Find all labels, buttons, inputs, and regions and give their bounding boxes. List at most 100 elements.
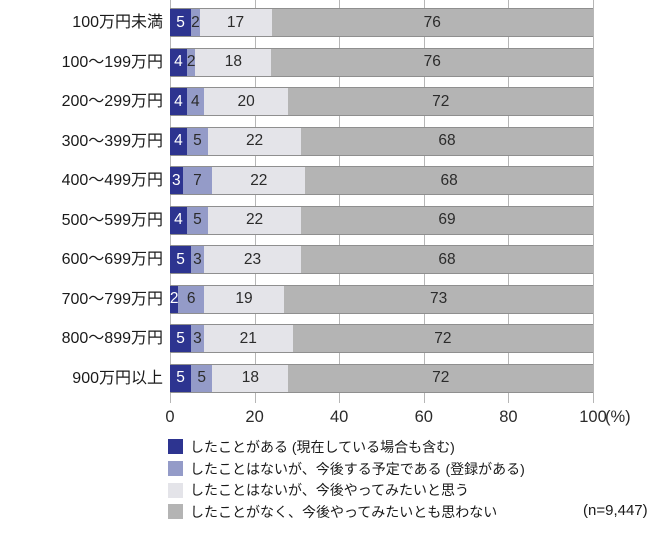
- bar-segment: 72: [288, 364, 593, 392]
- bar-segment: 5: [170, 246, 192, 273]
- gridline: [593, 0, 594, 403]
- legend-item: したことがなく、今後やってみたいとも思わない: [168, 501, 525, 523]
- bar-segment: 19: [203, 285, 285, 313]
- axis-tick-label: 60: [414, 408, 433, 426]
- bar-value-label: 69: [438, 211, 456, 228]
- bar-segment: 4: [170, 88, 187, 115]
- bar-segment: 76: [271, 48, 593, 76]
- stacked-bar: 4 5 22 69: [170, 205, 593, 235]
- gridline: [339, 0, 341, 403]
- category-label: 300～399万円: [61, 132, 163, 150]
- bar-segment: 3: [170, 167, 183, 194]
- category-label: 600～699万円: [61, 251, 163, 268]
- bar-segment: 69: [301, 206, 593, 234]
- bar-value-label: 18: [241, 369, 259, 386]
- category-label: 800～899万円: [61, 330, 163, 347]
- bar-value-label: 18: [224, 53, 243, 70]
- bar-segment: 5: [170, 9, 192, 36]
- bar-value-label: 4: [174, 211, 183, 228]
- x-axis-unit-label: (%): [605, 408, 631, 426]
- bar-value-label: 72: [432, 92, 450, 110]
- bar-segment: 76: [271, 9, 593, 36]
- bar-value-label: 68: [440, 171, 458, 189]
- bar-value-label: 3: [172, 171, 181, 189]
- category-label: 900万円以上: [72, 369, 163, 387]
- legend-item: したことがある (現在している場合も含む): [168, 436, 525, 458]
- bar-value-label: 4: [174, 92, 183, 110]
- bar-segment: 17: [199, 9, 272, 36]
- bar-segment: 23: [203, 246, 302, 273]
- stacked-bar: 4 4 20 72: [170, 87, 593, 116]
- bar-value-label: 2: [186, 53, 196, 70]
- bar-segment: 73: [284, 285, 593, 313]
- bar-segment: 2: [186, 48, 196, 76]
- bar-segment: 4: [170, 206, 187, 234]
- bar-value-label: 76: [423, 53, 441, 70]
- gridline: [423, 0, 425, 403]
- bar-segment: 22: [208, 127, 302, 155]
- stacked-bar: 5 2 17 76: [170, 8, 593, 37]
- legend-swatch: [168, 482, 183, 498]
- bar-segment: 18: [212, 364, 289, 392]
- bar-value-label: 5: [197, 369, 207, 386]
- bar-segment: 18: [195, 48, 272, 76]
- legend-label: したことがなく、今後やってみたいとも思わない: [190, 503, 498, 520]
- bar-value-label: 5: [176, 250, 185, 268]
- category-label: 500～599万円: [61, 211, 163, 229]
- axis-tick-label: 40: [330, 408, 349, 426]
- bar-segment: 21: [203, 325, 293, 352]
- bar-segment: 68: [301, 246, 593, 273]
- bar-segment: 5: [170, 325, 192, 352]
- legend: したことがある (現在している場合も含む) したことはないが、今後する予定である …: [168, 436, 525, 523]
- bar-value-label: 3: [193, 329, 202, 347]
- bar-value-label: 19: [235, 290, 253, 307]
- bar-value-label: 5: [193, 132, 202, 149]
- bar-value-label: 5: [176, 369, 185, 386]
- category-label: 700～799万円: [61, 290, 163, 308]
- bar-value-label: 68: [438, 250, 456, 268]
- bar-value-label: 5: [193, 211, 202, 228]
- chart-row: 700～799万円 2 6 19 73: [0, 284, 657, 325]
- legend-item: したことはないが、今後する予定である (登録がある): [168, 458, 525, 480]
- bar-value-label: 2: [169, 290, 179, 307]
- stacked-bar: 4 5 22 68: [170, 126, 593, 156]
- chart-row: 400～499万円 3 7 22 68: [0, 166, 657, 206]
- bar-segment: 5: [186, 127, 209, 155]
- chart-row: 600～699万円 5 3 23 68: [0, 245, 657, 285]
- bar-value-label: 2: [191, 13, 200, 31]
- stacked-bar: 5 3 23 68: [170, 245, 593, 274]
- bar-value-label: 17: [226, 13, 245, 31]
- gridline: [170, 0, 171, 403]
- bar-value-label: 6: [186, 290, 196, 307]
- bar-value-label: 7: [193, 171, 202, 189]
- chart-row: 100～199万円 4 2 18 76: [0, 47, 657, 88]
- category-label: 100万円未満: [72, 14, 163, 31]
- bar-segment: 5: [170, 364, 192, 392]
- bar-segment: 2: [191, 9, 200, 36]
- stacked-bar: 5 3 21 72: [170, 324, 593, 353]
- chart-row: 800～899万円 5 3 21 72: [0, 324, 657, 364]
- bar-segment: 5: [191, 364, 213, 392]
- chart-rows: 100万円未満 5 2 17 76 100～199万円 4 2 18 76 200～299万円 4 4 2…: [0, 8, 657, 403]
- bar-value-label: 73: [429, 290, 448, 307]
- chart-row: 200～299万円 4 4 20 72: [0, 87, 657, 127]
- sample-size-label: (n=9,447): [583, 502, 648, 519]
- bar-segment: 4: [170, 127, 187, 155]
- bar-segment: 7: [182, 167, 213, 194]
- chart-row: 300～399万円 4 5 22 68: [0, 126, 657, 167]
- axis-tick-label: 100: [579, 408, 607, 426]
- bar-segment: 4: [170, 48, 187, 76]
- legend-label: したことがある (現在している場合も含む): [190, 438, 455, 455]
- bar-value-label: 21: [239, 329, 257, 347]
- bar-segment: 3: [191, 325, 204, 352]
- bar-segment: 3: [191, 246, 204, 273]
- category-label: 100～199万円: [61, 53, 163, 71]
- bar-value-label: 72: [434, 329, 452, 347]
- bar-segment: 4: [186, 88, 204, 115]
- stacked-bar: 5 5 18 72: [170, 363, 593, 393]
- bar-value-label: 5: [176, 13, 185, 31]
- bar-segment: 6: [178, 285, 204, 313]
- gridline: [508, 0, 510, 403]
- category-label: 400～499万円: [61, 172, 163, 189]
